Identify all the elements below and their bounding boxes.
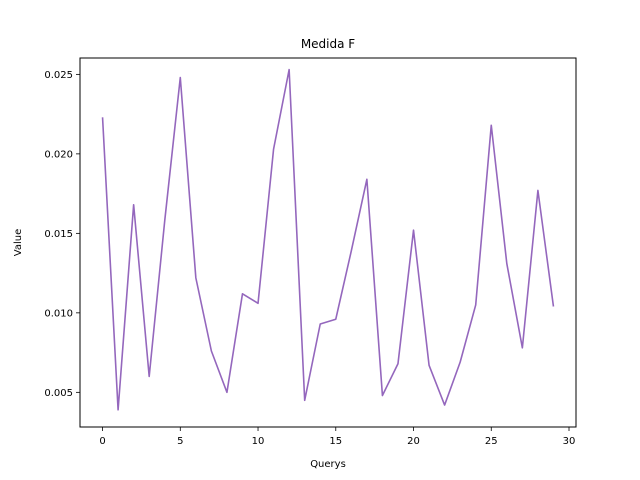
y-axis-label: Value: [13, 229, 24, 256]
y-tick-label: 0.010: [44, 308, 73, 319]
y-tick-label: 0.020: [44, 149, 73, 160]
y-axis-ticks: 0.005 0.010 0.015 0.020 0.025: [44, 70, 80, 399]
x-tick-label: 30: [563, 436, 576, 447]
x-tick-label: 10: [252, 436, 265, 447]
x-tick-label: 20: [407, 436, 420, 447]
x-axis-ticks: 0 5 10 15 20 25 30: [99, 427, 575, 447]
plot-frame: [79, 57, 577, 428]
plot-area: [80, 58, 576, 427]
x-tick-label: 5: [177, 436, 183, 447]
x-tick-label: 25: [485, 436, 498, 447]
y-tick-label: 0.025: [44, 70, 73, 81]
y-tick-label: 0.015: [44, 229, 73, 240]
x-tick-label: 15: [329, 436, 342, 447]
x-tick-label: 0: [99, 436, 105, 447]
series-line-0: [101, 68, 555, 411]
x-axis-label: Querys: [310, 459, 346, 470]
chart-title: Medida F: [301, 37, 355, 51]
y-tick-label: 0.005: [44, 388, 73, 399]
series-layer: [101, 68, 555, 411]
